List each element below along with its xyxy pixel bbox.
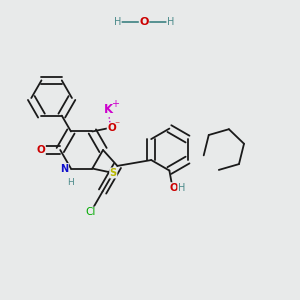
Text: O: O	[169, 183, 178, 193]
Text: H: H	[178, 183, 185, 193]
Text: ⁻: ⁻	[114, 120, 119, 130]
Text: K: K	[104, 103, 113, 116]
Text: S: S	[110, 168, 117, 178]
Text: O: O	[107, 124, 116, 134]
Text: H: H	[114, 17, 121, 27]
Text: H: H	[67, 178, 73, 187]
Text: H: H	[167, 17, 175, 27]
Text: O: O	[140, 17, 149, 27]
Text: +: +	[111, 99, 119, 109]
Text: Cl: Cl	[85, 207, 96, 217]
Text: O: O	[37, 145, 45, 155]
Text: N: N	[60, 164, 69, 173]
